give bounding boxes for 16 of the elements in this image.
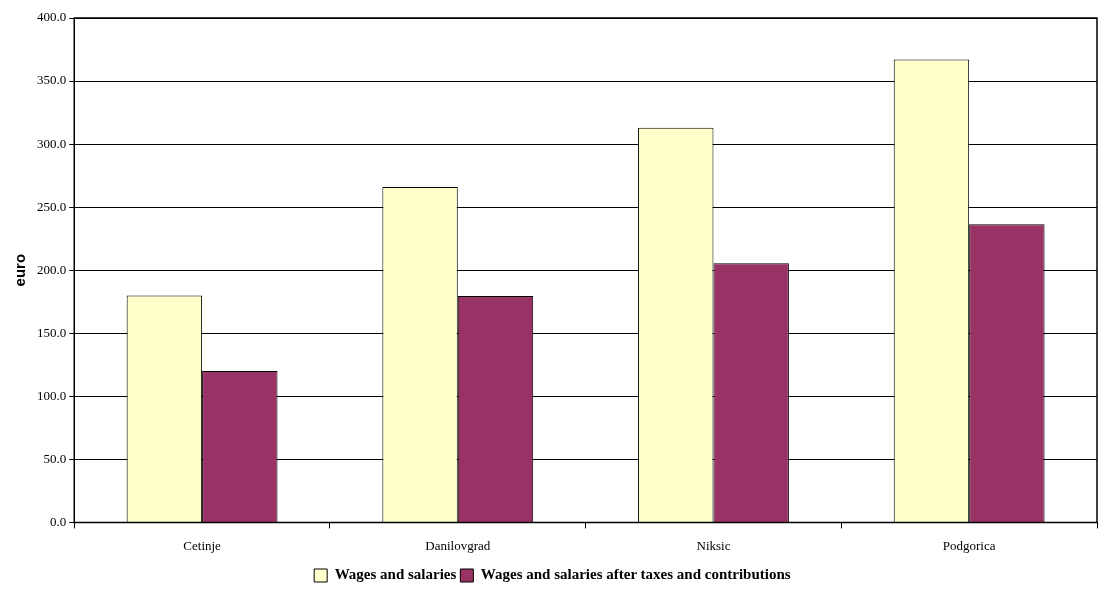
- y-tick-label: 100.0: [37, 387, 67, 403]
- y-tick-label: 50.0: [43, 450, 67, 466]
- y-axis-title: euro: [11, 253, 29, 287]
- legend-label: Wages and salaries: [334, 566, 457, 583]
- y-tick-label: 200.0: [37, 261, 67, 277]
- y-tick-label: 350.0: [37, 72, 67, 88]
- y-tick-label: 250.0: [37, 198, 67, 214]
- legend-label: Wages and salaries after taxes and contributions: [480, 566, 791, 583]
- x-tick-label: Cetinje: [183, 537, 222, 553]
- x-tick-label: Podgorica: [942, 537, 996, 553]
- y-tick-label: 300.0: [37, 135, 67, 151]
- y-tick-label: 0.0: [50, 513, 67, 529]
- y-tick-label: 150.0: [37, 324, 67, 340]
- x-tick-label: Niksic: [696, 537, 731, 553]
- y-tick-label: 400.0: [37, 9, 67, 25]
- x-tick-label: Danilovgrad: [425, 537, 491, 553]
